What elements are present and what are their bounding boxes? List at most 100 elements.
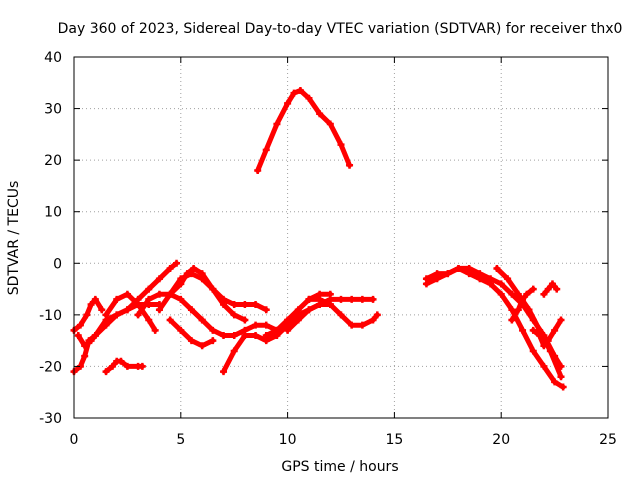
data-point bbox=[198, 316, 206, 324]
axis-ticks: 0 5 10 15 20 25 -30 -20 -10 0 10 20 30 40 bbox=[39, 50, 617, 448]
data-point bbox=[529, 285, 537, 293]
data-point bbox=[284, 326, 292, 334]
data-point bbox=[91, 295, 99, 303]
data-point bbox=[145, 295, 153, 303]
data-point bbox=[305, 306, 313, 314]
data-point bbox=[262, 331, 270, 339]
y-tick-label: 20 bbox=[44, 153, 62, 169]
data-point bbox=[166, 316, 174, 324]
data-point bbox=[508, 290, 516, 298]
data-point bbox=[536, 331, 544, 339]
y-tick-label: 30 bbox=[44, 102, 62, 118]
x-tick-label: 10 bbox=[279, 432, 297, 448]
data-point bbox=[187, 337, 195, 345]
data-point bbox=[145, 285, 153, 293]
y-axis-label: SDTVAR / TECUs bbox=[6, 181, 22, 296]
data-point bbox=[529, 347, 537, 355]
data-point bbox=[241, 331, 249, 339]
data-point bbox=[209, 337, 217, 345]
data-point bbox=[252, 331, 260, 339]
data-point bbox=[102, 368, 110, 376]
data-point bbox=[166, 290, 174, 298]
data-point bbox=[209, 285, 217, 293]
data-point bbox=[183, 270, 191, 278]
data-point bbox=[117, 357, 125, 365]
data-point bbox=[113, 311, 121, 319]
data-point bbox=[220, 368, 228, 376]
data-point bbox=[346, 161, 354, 169]
data-point bbox=[523, 290, 531, 298]
data-point bbox=[134, 311, 142, 319]
data-point bbox=[252, 301, 260, 309]
data-point bbox=[230, 311, 238, 319]
data-point bbox=[508, 316, 516, 324]
data-point bbox=[529, 326, 537, 334]
data-point bbox=[123, 306, 131, 314]
data-point bbox=[262, 146, 270, 154]
data-point bbox=[519, 295, 527, 303]
data-point bbox=[326, 301, 334, 309]
data-point bbox=[123, 290, 131, 298]
data-point bbox=[544, 285, 552, 293]
data-point bbox=[540, 362, 548, 370]
data-point bbox=[296, 87, 304, 95]
data-point bbox=[337, 141, 345, 149]
x-tick-label: 5 bbox=[176, 432, 185, 448]
data-point bbox=[74, 331, 82, 339]
chart-title: Day 360 of 2023, Sidereal Day-to-day VTE… bbox=[58, 21, 623, 37]
data-point bbox=[151, 326, 159, 334]
y-tick-label: 40 bbox=[44, 50, 62, 66]
data-point bbox=[433, 275, 441, 283]
data-point bbox=[487, 280, 495, 288]
data-point bbox=[113, 295, 121, 303]
data-point bbox=[145, 316, 153, 324]
x-axis-label: GPS time / hours bbox=[281, 459, 398, 475]
x-tick-label: 0 bbox=[70, 432, 79, 448]
data-point bbox=[230, 301, 238, 309]
x-tick-label: 15 bbox=[385, 432, 403, 448]
data-point bbox=[108, 362, 116, 370]
data-point bbox=[305, 295, 313, 303]
y-tick-label: -20 bbox=[39, 359, 62, 375]
data-point bbox=[348, 321, 356, 329]
data-point bbox=[177, 280, 185, 288]
data-point bbox=[422, 280, 430, 288]
data-point bbox=[252, 321, 260, 329]
data-point bbox=[187, 306, 195, 314]
data-point bbox=[91, 331, 99, 339]
data-point bbox=[497, 280, 505, 288]
data-point bbox=[166, 264, 174, 272]
data-point bbox=[81, 342, 89, 350]
data-point bbox=[262, 321, 270, 329]
data-point bbox=[138, 362, 146, 370]
data-point bbox=[87, 301, 95, 309]
series-layer bbox=[70, 87, 567, 391]
data-point bbox=[358, 321, 366, 329]
data-point bbox=[123, 362, 131, 370]
data-point bbox=[548, 280, 556, 288]
data-point bbox=[209, 326, 217, 334]
data-point bbox=[102, 321, 110, 329]
data-point bbox=[76, 321, 84, 329]
data-point bbox=[557, 316, 565, 324]
data-point bbox=[102, 311, 110, 319]
data-point bbox=[326, 120, 334, 128]
data-point bbox=[337, 295, 345, 303]
data-point bbox=[284, 316, 292, 324]
y-tick-label: 10 bbox=[44, 205, 62, 221]
data-point bbox=[273, 326, 281, 334]
data-point bbox=[98, 306, 106, 314]
data-point bbox=[553, 285, 561, 293]
data-point bbox=[540, 290, 548, 298]
data-point bbox=[337, 311, 345, 319]
data-point bbox=[559, 383, 567, 391]
data-point bbox=[525, 306, 533, 314]
series-line-arc-21 bbox=[541, 281, 560, 297]
data-point bbox=[519, 326, 527, 334]
data-point bbox=[454, 264, 462, 272]
plot-frame bbox=[73, 56, 609, 419]
data-point bbox=[241, 301, 249, 309]
data-point bbox=[83, 311, 91, 319]
data-point bbox=[254, 166, 262, 174]
